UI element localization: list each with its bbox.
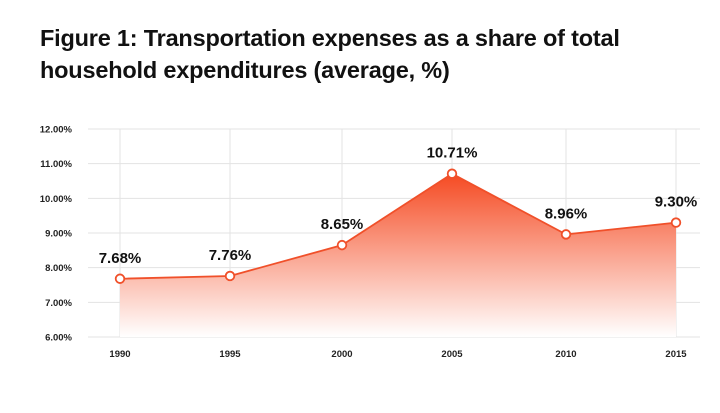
y-tick-label: 10.00% — [40, 194, 73, 205]
data-point — [446, 168, 458, 179]
data-point — [224, 270, 236, 282]
y-tick-label: 11.00% — [40, 159, 72, 170]
x-tick-label: 2005 — [441, 349, 463, 360]
data-label: 7.76% — [209, 247, 252, 264]
y-tick-label: 9.00% — [45, 229, 72, 240]
data-labels: 7.68% 7.76% 8.65% 10.71% 8.96% 9.30% — [99, 145, 698, 267]
data-point — [114, 273, 126, 284]
y-tick-label: 12.00% — [40, 125, 73, 136]
data-label: 9.30% — [655, 194, 698, 211]
data-label: 8.65% — [321, 216, 364, 233]
series-line-group — [119, 172, 677, 280]
data-points — [114, 168, 682, 284]
x-tick-label: 1990 — [109, 349, 130, 360]
x-tick-label: 1995 — [219, 349, 241, 360]
x-axis: 1990 1995 2000 2005 2010 2015 — [109, 349, 687, 360]
data-label: 10.71% — [427, 145, 478, 162]
x-tick-label: 2015 — [665, 349, 687, 360]
data-point — [336, 239, 348, 251]
chart-title-line-1: Figure 1: Transportation expenses as a s… — [40, 25, 620, 51]
area-fill — [120, 173, 676, 337]
y-tick-label: 7.00% — [45, 298, 72, 309]
x-tick-label: 2010 — [555, 349, 576, 360]
data-point — [670, 217, 682, 228]
x-tick-label: 2000 — [331, 349, 352, 360]
chart-title: Figure 1: Transportation expenses as a s… — [40, 22, 680, 86]
data-label: 8.96% — [545, 205, 588, 222]
y-axis: 6.00% 7.00% 8.00% 9.00% 10.00% 11.00% 12.00% — [40, 125, 73, 344]
data-label: 7.68% — [99, 250, 142, 267]
chart-title-line-2: household expenditures (average, %) — [40, 57, 450, 83]
area-fill-group — [120, 173, 676, 337]
y-tick-label: 6.00% — [45, 333, 72, 344]
data-point — [560, 229, 572, 240]
y-tick-label: 8.00% — [45, 263, 72, 274]
series-line — [119, 172, 677, 280]
